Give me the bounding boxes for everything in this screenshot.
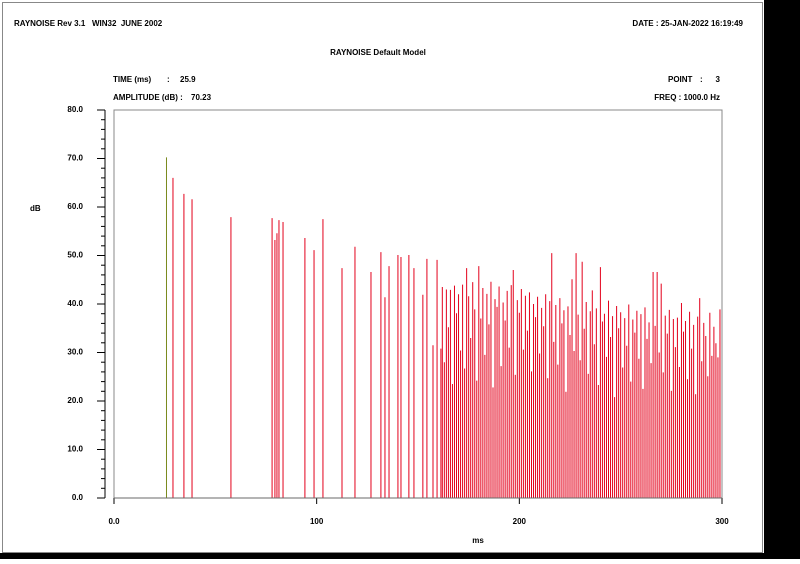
point-value: 3 (716, 75, 721, 84)
x-axis-label: ms (472, 536, 484, 545)
header-left: RAYNOISE Rev 3.1 WIN32 JUNE 2002 (14, 19, 163, 28)
x-tick-label: 300 (715, 517, 729, 526)
time-label: TIME (ms) (113, 75, 152, 84)
frequency: FREQ : 1000.0 Hz (654, 93, 720, 102)
y-tick-label: 20.0 (67, 396, 83, 405)
y-tick-label: 80.0 (67, 105, 83, 114)
y-tick-label: 10.0 (67, 445, 83, 454)
x-tick-label: 0.0 (108, 517, 120, 526)
point-sep: : (700, 75, 703, 84)
x-tick-label: 200 (513, 517, 527, 526)
y-tick-label: 0.0 (72, 493, 84, 502)
x-tick-label: 100 (310, 517, 324, 526)
y-tick-label: 60.0 (67, 202, 83, 211)
time-value: 25.9 (180, 75, 196, 84)
chart-title: RAYNOISE Default Model (330, 48, 426, 57)
window-frame-bottom (0, 553, 800, 559)
amplitude-label: AMPLITUDE (dB) : (113, 93, 183, 102)
y-tick-label: 70.0 (67, 154, 83, 163)
y-axis-label: dB (30, 204, 41, 213)
y-tick-label: 30.0 (67, 348, 83, 357)
y-tick-label: 40.0 (67, 299, 83, 308)
window-frame-right (764, 0, 800, 559)
y-tick-label: 50.0 (67, 251, 83, 260)
amplitude-value: 70.23 (191, 93, 212, 102)
time-sep: : (167, 75, 170, 84)
header-right: DATE : 25-JAN-2022 16:19:49 (632, 19, 743, 28)
point-label: POINT (668, 75, 693, 84)
page-border (2, 2, 763, 553)
